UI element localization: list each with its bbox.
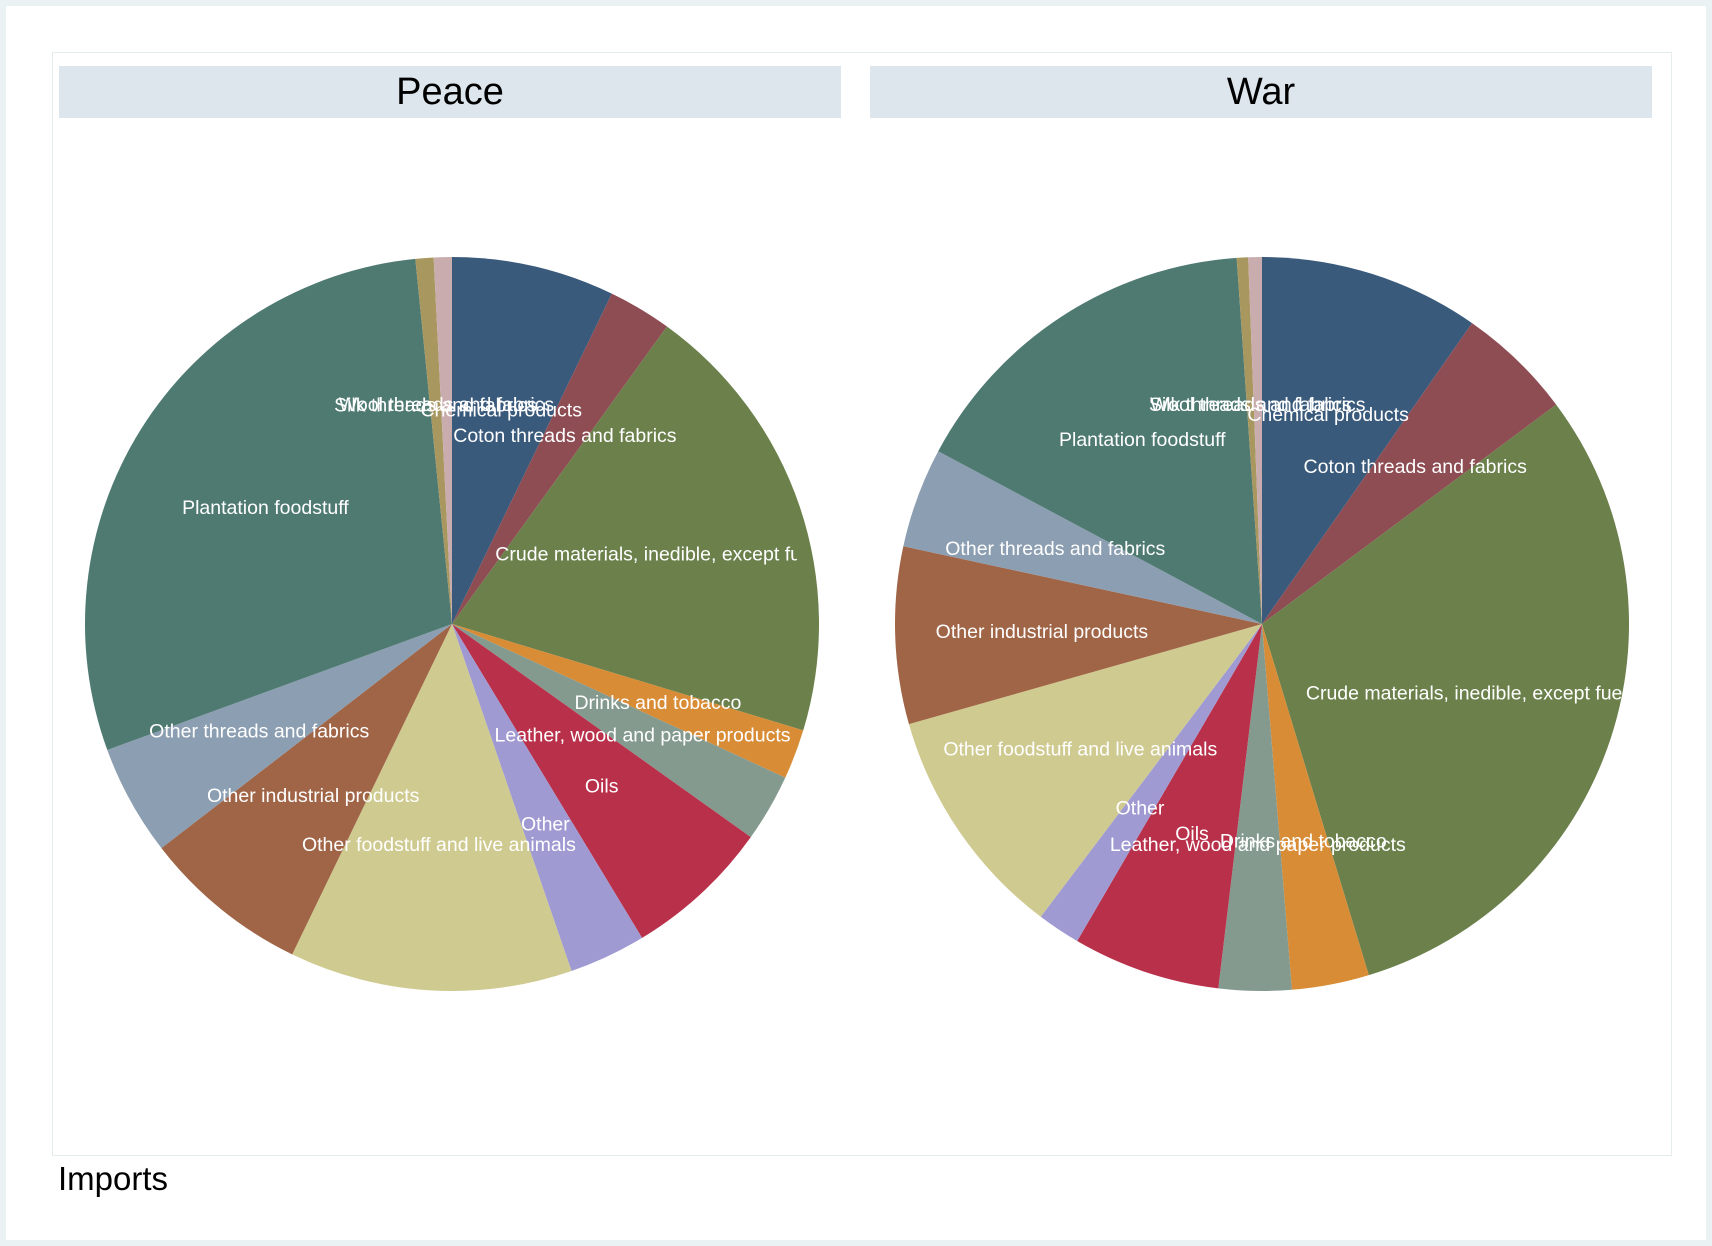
panel-header-peace: Peace [59, 66, 841, 118]
pie-slice-war-chemical-products [1262, 257, 1473, 624]
pie-slice-war-leather-wood-and-paper-products [1218, 624, 1292, 992]
pie-slice-peace-silk-threads-and-fabrics [415, 257, 452, 624]
panel-header-war: War [870, 66, 1652, 118]
slice-label-war-other-threads-and-fabrics: Other threads and fabrics [945, 538, 1165, 560]
slice-label-peace-wool-threads-and-fabrics: Wool threads and fabrics [339, 394, 555, 416]
slice-label-war-oils: Oils [1175, 823, 1209, 845]
pie-slice-war-oils [1077, 624, 1262, 989]
pie-slice-war-coton-threads-and-fabrics [1262, 323, 1557, 624]
slice-label-war-plantation-foodstuff: Plantation foodstuff [1059, 429, 1226, 451]
pie-slice-peace-crude-materials-inedible-except-fuels [452, 326, 820, 731]
pie-slice-war-other-foodstuff-and-live-animals [908, 624, 1262, 917]
pie-slice-peace-drinks-and-tobacco [452, 624, 804, 778]
pie-slice-peace-chemical-products [452, 257, 612, 624]
pie-slice-peace-wool-threads-and-fabrics [433, 257, 452, 624]
slice-label-war-other: Other [1116, 797, 1165, 819]
pie-slice-war-wool-threads-and-fabrics [1248, 257, 1262, 624]
pie-slice-peace-other [452, 624, 643, 971]
pie-slice-war-crude-materials-inedible-except-fuels [1262, 404, 1630, 976]
slice-label-peace-plantation-foodstuff: Plantation foodstuff [182, 497, 349, 519]
slice-label-peace-crude-materials-inedible-except-fuels: Crude materials, inedible, except fuels [495, 544, 826, 566]
slice-label-peace-oils: Oils [585, 775, 619, 797]
slice-label-war-other-foodstuff-and-live-animals: Other foodstuff and live animals [943, 738, 1217, 760]
slice-label-war-leather-wood-and-paper-products: Leather, wood and paper products [1110, 834, 1406, 856]
slice-label-war-coton-threads-and-fabrics: Coton threads and fabrics [1304, 456, 1528, 478]
chart-background: Peace War Chemical products Coton threads… [6, 6, 1706, 1240]
panel-title-war: War [1226, 70, 1296, 113]
slice-label-war-other-industrial-products: Other industrial products [936, 621, 1149, 643]
slice-label-peace-other-industrial-products: Other industrial products [207, 785, 420, 807]
slice-label-war-crude-materials-inedible-except-fuels: Crude materials, inedible, except fuels [1306, 683, 1637, 705]
pie-slice-peace-other-threads-and-fabrics [107, 624, 452, 849]
pie-chart-peace: Chemical products Coton threads and fabri… [85, 257, 826, 992]
slice-label-peace-other: Other [521, 813, 570, 835]
slice-label-peace-silk-threads-and-fabrics: Silk threads and fabrics [334, 394, 537, 416]
pie-slice-war-silk-threads-and-fabrics [1236, 257, 1262, 624]
pie-slice-war-drinks-and-tobacco [1262, 624, 1369, 990]
pie-slice-peace-plantation-foodstuff [85, 258, 452, 750]
pie-slice-war-other [1040, 624, 1262, 942]
slice-label-peace-leather-wood-and-paper-products: Leather, wood and paper products [495, 725, 791, 747]
pie-slice-peace-leather-wood-and-paper-products [452, 624, 786, 838]
pie-slice-peace-other-industrial-products [161, 624, 453, 955]
pie-slice-peace-oils [452, 624, 751, 938]
pie-chart-war: Chemical products Coton threads and fabri… [895, 257, 1637, 992]
chart-note: Imports [58, 1160, 169, 1197]
slice-label-war-chemical-products: Chemical products [1247, 404, 1409, 426]
pie-slice-war-other-industrial-products [895, 546, 1262, 725]
slice-label-peace-coton-threads-and-fabrics: Coton threads and fabrics [453, 425, 677, 447]
pie-slice-war-other-threads-and-fabrics [903, 451, 1262, 624]
pie-slice-peace-coton-threads-and-fabrics [452, 293, 667, 624]
slice-label-peace-other-threads-and-fabrics: Other threads and fabrics [149, 720, 369, 742]
slice-label-war-silk-threads-and-fabrics: Silk threads and fabrics [1149, 394, 1352, 416]
slice-label-peace-other-foodstuff-and-live-animals: Other foodstuff and live animals [302, 834, 576, 856]
pie-slice-war-plantation-foodstuff [938, 257, 1262, 624]
slice-label-peace-drinks-and-tobacco: Drinks and tobacco [574, 692, 741, 714]
pie-slice-peace-other-foodstuff-and-live-animals [292, 624, 572, 992]
slice-label-war-drinks-and-tobacco: Drinks and tobacco [1220, 830, 1387, 852]
slice-label-war-wool-threads-and-fabrics: Wool threads and fabrics [1150, 394, 1366, 416]
slice-label-peace-chemical-products: Chemical products [420, 399, 582, 421]
panel-title-peace: Peace [396, 70, 504, 113]
